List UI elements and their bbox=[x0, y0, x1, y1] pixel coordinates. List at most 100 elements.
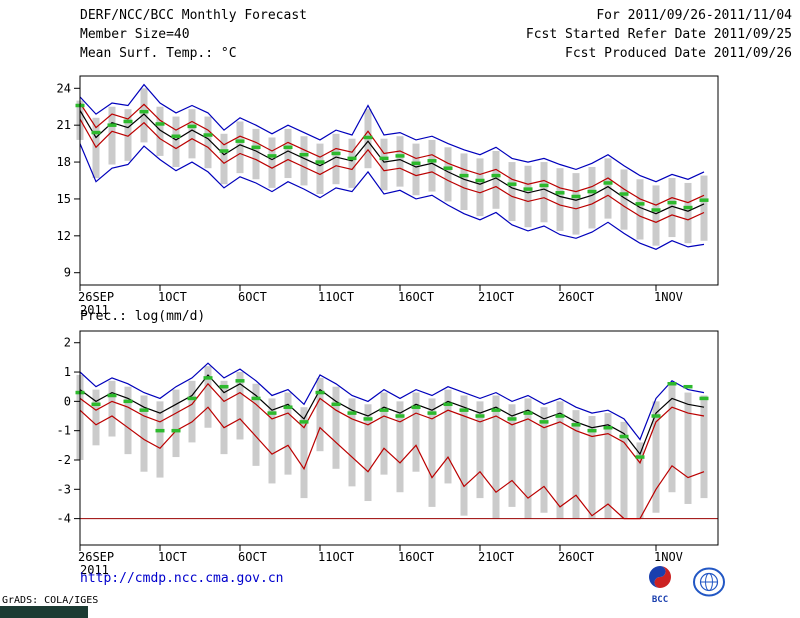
ensemble-spread-bar bbox=[300, 136, 308, 186]
min-envelope-line bbox=[79, 143, 705, 250]
ensemble-spread-bar bbox=[492, 150, 500, 209]
x-year-label: 2011 bbox=[80, 563, 109, 577]
ensemble-spread-bar bbox=[252, 128, 260, 180]
bcc-logo: BCC bbox=[649, 566, 671, 605]
ensemble-spread-bar bbox=[476, 401, 484, 499]
variable-label: Mean Surf. Temp.: °C bbox=[80, 46, 237, 61]
ensemble-mean-line bbox=[79, 374, 705, 456]
ensemble-spread-bar bbox=[460, 153, 468, 211]
ensemble-spread-bar bbox=[364, 404, 372, 502]
grads-credit: GrADS: COLA/IGES bbox=[2, 595, 99, 606]
lower-quartile-line bbox=[79, 406, 705, 520]
ensemble-spread-bar bbox=[476, 158, 484, 217]
x-tick-label: 6OCT bbox=[238, 550, 267, 564]
taskbar-fragment bbox=[0, 606, 88, 618]
ensemble-spread-bar bbox=[444, 389, 452, 484]
x-tick-label: 1NOV bbox=[654, 550, 683, 564]
ensemble-spread-bar bbox=[396, 136, 404, 187]
y-tick-label: 0 bbox=[64, 394, 71, 408]
ensemble-spread-bar bbox=[204, 116, 212, 169]
ensemble-spread-bar bbox=[428, 398, 436, 507]
ensemble-spread-bar bbox=[188, 109, 196, 159]
ensemble-spread-bar bbox=[284, 128, 292, 179]
x-tick-label: 11OCT bbox=[318, 550, 354, 564]
ensemble-spread-bar bbox=[636, 179, 644, 240]
ensemble-spread-bar bbox=[684, 392, 692, 504]
ensemble-spread-bar bbox=[348, 138, 356, 188]
ensemble-spread-bar bbox=[668, 178, 676, 238]
lower-quartile-line bbox=[79, 118, 705, 223]
max-envelope-line bbox=[79, 83, 705, 183]
ensemble-spread-bar bbox=[140, 395, 148, 472]
y-tick-label: 24 bbox=[57, 81, 71, 95]
x-tick-label: 1OCT bbox=[158, 550, 187, 564]
ensemble-spread-bar bbox=[556, 168, 564, 231]
ensemble-spread-bar bbox=[348, 398, 356, 487]
ensemble-spread-bar bbox=[332, 386, 340, 469]
ensemble-spread-bar bbox=[652, 401, 660, 513]
ensemble-spread-bar bbox=[652, 185, 660, 246]
x-year-label: 2011 bbox=[80, 303, 109, 317]
x-tick-label: 6OCT bbox=[238, 290, 267, 304]
ensemble-spread-bar bbox=[604, 158, 612, 219]
ensemble-spread-bar bbox=[508, 404, 516, 507]
ensemble-spread-bar bbox=[124, 109, 132, 161]
ensemble-spread-bar bbox=[684, 182, 692, 244]
x-tick-label: 26OCT bbox=[558, 550, 594, 564]
x-tick-label: 21OCT bbox=[478, 550, 514, 564]
x-tick-label: 16OCT bbox=[398, 290, 434, 304]
ensemble-spread-bar bbox=[188, 380, 196, 443]
ensemble-spread-bar bbox=[380, 138, 388, 191]
ensemble-spread-bar bbox=[556, 401, 564, 519]
chart-title: DERF/NCC/BCC Monthly Forecast bbox=[80, 8, 307, 23]
ensemble-spread-bar bbox=[236, 372, 244, 440]
fcst-start-date-label: Fcst Started Refer Date 2011/09/25 bbox=[525, 27, 792, 42]
ensemble-spread-bar bbox=[524, 398, 532, 519]
ensemble-spread-bar bbox=[380, 392, 388, 475]
x-tick-label: 11OCT bbox=[318, 290, 354, 304]
ensemble-spread-bar bbox=[268, 137, 276, 188]
x-tick-label: 1NOV bbox=[654, 290, 683, 304]
ncc-logo bbox=[693, 567, 725, 597]
x-tick-label: 26SEP bbox=[78, 550, 114, 564]
bcc-logo-swirl-blue bbox=[649, 566, 666, 588]
ensemble-spread-bar bbox=[588, 166, 596, 229]
ensemble-spread-bar bbox=[236, 121, 244, 174]
y-tick-label: 2 bbox=[64, 336, 71, 350]
ensemble-spread-bar bbox=[268, 398, 276, 484]
x-tick-label: 26SEP bbox=[78, 290, 114, 304]
y-tick-label: -3 bbox=[57, 482, 71, 496]
y-tick-label: 18 bbox=[57, 155, 71, 169]
y-tick-label: 12 bbox=[57, 229, 71, 243]
forecast-range-label: For 2011/09/26-2011/11/04 bbox=[596, 8, 792, 23]
fcst-produced-date-label: Fcst Produced Date 2011/09/26 bbox=[565, 46, 792, 61]
y-tick-label: -1 bbox=[57, 424, 71, 438]
ensemble-spread-bar bbox=[124, 386, 132, 455]
ensemble-spread-bar bbox=[444, 147, 452, 202]
max-envelope-line bbox=[79, 362, 705, 441]
y-tick-label: 21 bbox=[57, 118, 71, 132]
ensemble-spread-bar bbox=[92, 389, 100, 446]
ensemble-spread-bar bbox=[524, 165, 532, 228]
ensemble-mean-line bbox=[79, 110, 705, 215]
ensemble-spread-bar bbox=[396, 401, 404, 493]
ensemble-spread-bar bbox=[316, 143, 324, 195]
ensemble-spread-bar bbox=[220, 380, 228, 455]
ensemble-spread-bar bbox=[412, 392, 420, 472]
ensemble-spread-bar bbox=[620, 169, 628, 230]
ensemble-spread-bar bbox=[172, 116, 180, 167]
ensemble-spread-bar bbox=[460, 395, 468, 516]
x-tick-label: 16OCT bbox=[398, 550, 434, 564]
ensemble-spread-bar bbox=[108, 106, 116, 165]
ensemble-spread-bar bbox=[636, 442, 644, 519]
y-tick-label: 1 bbox=[64, 365, 71, 379]
ensemble-spread-bar bbox=[220, 133, 228, 185]
ensemble-spread-bar bbox=[108, 380, 116, 437]
ensemble-spread-bar bbox=[300, 407, 308, 499]
ncc-logo-outer-ring bbox=[693, 567, 725, 597]
ensemble-spread-bar bbox=[252, 383, 260, 466]
precip-panel-label: Prec.: log(mm/d) bbox=[80, 309, 206, 324]
ensemble-spread-bar bbox=[140, 88, 148, 143]
ensemble-spread-bar bbox=[412, 143, 420, 196]
